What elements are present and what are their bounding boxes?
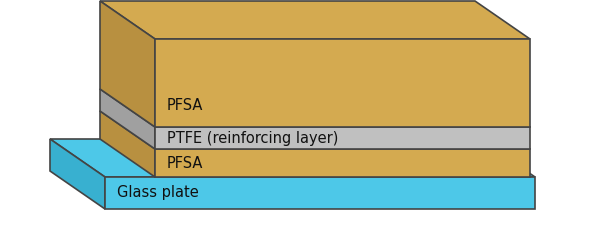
Polygon shape [100, 1, 530, 39]
Polygon shape [100, 89, 530, 127]
Polygon shape [50, 139, 535, 177]
Polygon shape [100, 111, 155, 177]
Polygon shape [100, 111, 530, 149]
Polygon shape [100, 1, 155, 127]
Text: PFSA: PFSA [167, 156, 203, 171]
Text: Glass plate: Glass plate [117, 186, 199, 201]
Text: PFSA: PFSA [167, 98, 203, 113]
Polygon shape [155, 127, 530, 149]
Polygon shape [155, 39, 530, 127]
Polygon shape [105, 177, 535, 209]
Polygon shape [100, 89, 155, 149]
Polygon shape [50, 139, 105, 209]
Text: PTFE (reinforcing layer): PTFE (reinforcing layer) [167, 131, 338, 146]
Polygon shape [155, 149, 530, 177]
